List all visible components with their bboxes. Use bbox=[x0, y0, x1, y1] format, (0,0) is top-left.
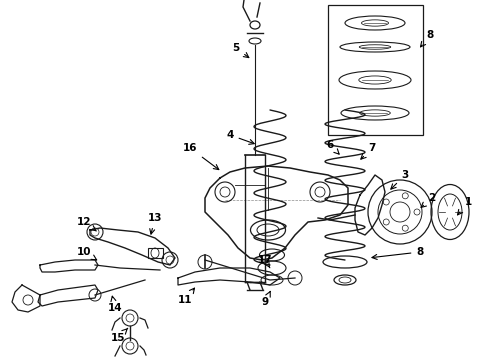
Text: 2: 2 bbox=[421, 193, 436, 207]
Text: 3: 3 bbox=[391, 170, 409, 189]
Text: 14: 14 bbox=[108, 296, 122, 313]
Text: 9: 9 bbox=[262, 291, 270, 307]
Text: 4: 4 bbox=[226, 130, 254, 144]
Text: 6: 6 bbox=[326, 140, 339, 154]
Text: 11: 11 bbox=[178, 288, 195, 305]
Text: 1: 1 bbox=[458, 197, 471, 215]
Bar bbox=[148, 248, 163, 258]
Text: 8: 8 bbox=[420, 30, 434, 47]
Text: 13: 13 bbox=[148, 213, 162, 234]
Text: 12: 12 bbox=[77, 217, 97, 231]
Text: 15: 15 bbox=[111, 328, 128, 343]
Text: 17: 17 bbox=[258, 255, 272, 268]
Text: 10: 10 bbox=[77, 247, 97, 260]
Bar bbox=[328, 5, 423, 135]
Text: 16: 16 bbox=[183, 143, 219, 170]
Text: 7: 7 bbox=[361, 143, 376, 159]
Text: 5: 5 bbox=[232, 43, 249, 58]
Text: 8: 8 bbox=[372, 247, 424, 260]
